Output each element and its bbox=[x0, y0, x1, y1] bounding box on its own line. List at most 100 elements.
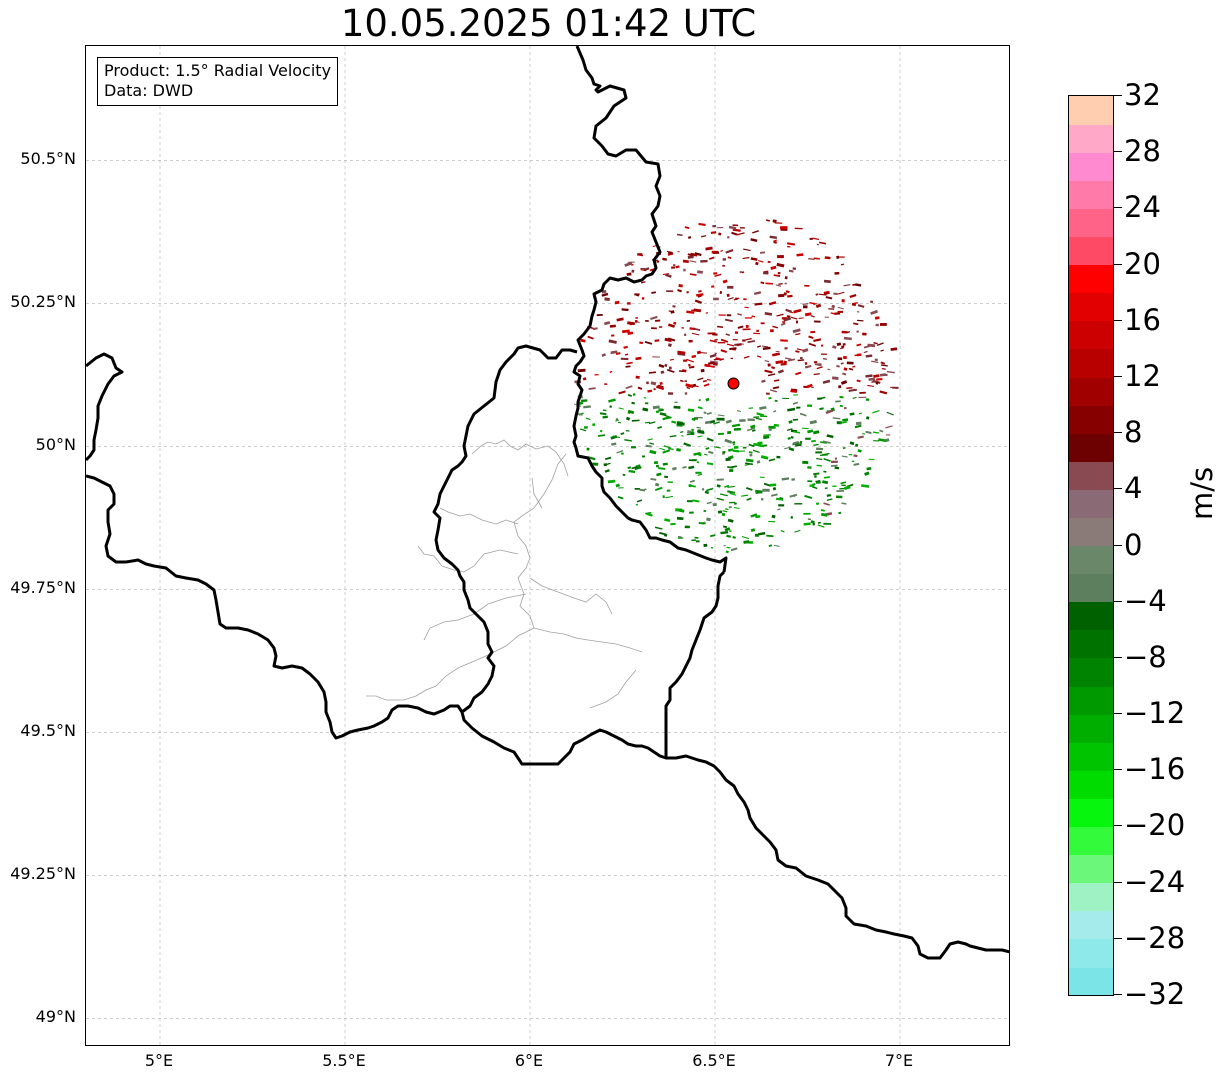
velocity-echo bbox=[816, 243, 820, 246]
colorbar-segment bbox=[1069, 489, 1113, 518]
velocity-echo bbox=[652, 356, 660, 358]
velocity-echo bbox=[625, 385, 633, 390]
velocity-echo bbox=[763, 482, 772, 487]
velocity-echo bbox=[880, 323, 887, 326]
velocity-echo bbox=[669, 434, 677, 438]
velocity-echo bbox=[620, 357, 629, 361]
velocity-echo bbox=[759, 251, 766, 254]
velocity-echo bbox=[727, 518, 734, 523]
velocity-echo bbox=[823, 279, 831, 284]
velocity-echo bbox=[700, 352, 707, 354]
velocity-echo bbox=[693, 452, 701, 456]
velocity-echo bbox=[744, 306, 749, 309]
border-luxembourg-west bbox=[432, 344, 726, 766]
velocity-echo bbox=[727, 256, 732, 260]
velocity-echo bbox=[813, 361, 818, 364]
velocity-echo bbox=[742, 256, 750, 260]
velocity-echo bbox=[714, 273, 722, 277]
velocity-echo bbox=[856, 353, 862, 357]
velocity-echo bbox=[756, 329, 759, 332]
velocity-echo bbox=[754, 533, 759, 537]
velocity-echo bbox=[713, 446, 721, 449]
border-belgium-france-south bbox=[86, 474, 464, 740]
velocity-echo bbox=[771, 366, 776, 370]
velocity-echo bbox=[750, 528, 756, 533]
colorbar-tick-mark bbox=[1114, 375, 1122, 377]
velocity-echo bbox=[849, 441, 855, 446]
velocity-echo bbox=[726, 534, 732, 538]
velocity-echo bbox=[641, 297, 645, 300]
velocity-echo bbox=[644, 341, 653, 345]
velocity-echo bbox=[845, 330, 851, 334]
velocity-echo bbox=[795, 443, 802, 447]
velocity-echo bbox=[580, 428, 587, 432]
velocity-echo bbox=[688, 365, 695, 369]
velocity-echo bbox=[755, 417, 763, 421]
velocity-echo bbox=[733, 507, 740, 510]
velocity-echo bbox=[872, 409, 880, 414]
velocity-echo bbox=[683, 442, 692, 447]
data-source-label: Data: DWD bbox=[104, 81, 194, 100]
velocity-echo bbox=[635, 375, 640, 379]
admin-boundary bbox=[529, 577, 613, 615]
velocity-echo bbox=[761, 345, 769, 348]
velocity-echo bbox=[870, 309, 878, 315]
velocity-echo bbox=[772, 325, 779, 329]
velocity-echo bbox=[741, 536, 750, 540]
velocity-echo bbox=[716, 478, 724, 481]
velocity-echo bbox=[837, 310, 843, 314]
colorbar-segment bbox=[1069, 433, 1113, 462]
velocity-echo bbox=[806, 383, 813, 389]
velocity-echo bbox=[743, 298, 747, 301]
velocity-echo bbox=[684, 380, 687, 382]
colorbar-tick-mark bbox=[1114, 713, 1122, 715]
velocity-echo bbox=[722, 264, 725, 267]
map-title: 10.05.2025 01:42 UTC bbox=[340, 2, 757, 45]
velocity-echo bbox=[736, 233, 740, 236]
velocity-echo bbox=[813, 302, 818, 306]
map-panel[interactable] bbox=[85, 45, 1010, 1046]
velocity-echo bbox=[741, 343, 745, 345]
velocity-echo bbox=[810, 315, 815, 318]
velocity-echo bbox=[748, 451, 753, 454]
velocity-echo bbox=[839, 404, 843, 408]
velocity-echo bbox=[710, 547, 714, 549]
velocity-echo bbox=[868, 377, 876, 381]
velocity-echo bbox=[792, 267, 797, 270]
velocity-echo bbox=[839, 256, 845, 258]
velocity-echo bbox=[756, 412, 765, 417]
velocity-echo bbox=[776, 313, 784, 317]
velocity-echo bbox=[706, 487, 714, 492]
velocity-echo bbox=[785, 290, 790, 294]
velocity-echo bbox=[627, 411, 631, 414]
velocity-echo bbox=[620, 432, 625, 435]
velocity-echo bbox=[795, 371, 802, 376]
velocity-echo bbox=[689, 511, 694, 514]
colorbar-segment bbox=[1069, 798, 1113, 828]
velocity-echo bbox=[685, 383, 694, 388]
velocity-echo bbox=[608, 339, 617, 344]
velocity-echo bbox=[813, 338, 822, 342]
border-france-germany bbox=[666, 754, 1009, 960]
velocity-echo bbox=[654, 461, 659, 465]
velocity-echo bbox=[691, 428, 694, 432]
velocity-echo bbox=[841, 502, 847, 505]
velocity-echo bbox=[835, 400, 841, 403]
velocity-echo bbox=[690, 252, 698, 257]
velocity-echo bbox=[709, 256, 715, 260]
velocity-echo bbox=[583, 405, 591, 409]
velocity-echo bbox=[750, 238, 758, 243]
velocity-echo bbox=[834, 457, 838, 460]
velocity-echo bbox=[714, 352, 717, 355]
velocity-echo bbox=[667, 392, 674, 395]
velocity-echo bbox=[773, 544, 780, 547]
velocity-echo bbox=[650, 381, 657, 386]
velocity-echo bbox=[599, 412, 607, 416]
velocity-echo bbox=[831, 304, 836, 309]
velocity-echo bbox=[739, 271, 743, 274]
velocity-echo bbox=[631, 446, 637, 449]
colorbar-segment bbox=[1069, 208, 1113, 238]
velocity-echo bbox=[726, 236, 730, 239]
velocity-echo bbox=[784, 446, 791, 450]
velocity-echo bbox=[796, 253, 804, 257]
